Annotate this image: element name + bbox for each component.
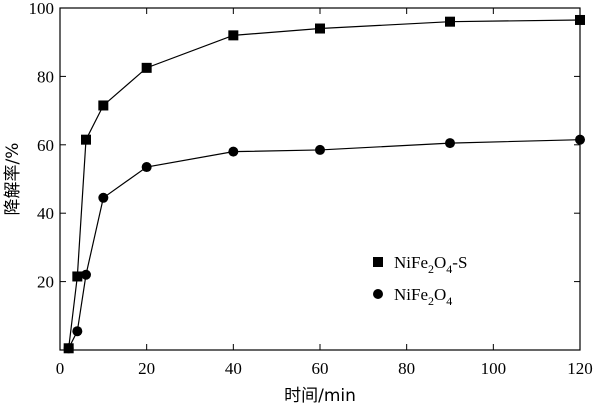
x-tick-label: 100 xyxy=(481,359,507,378)
data-point-circle xyxy=(63,343,74,354)
plot-frame xyxy=(59,7,581,351)
x-tick-label: 40 xyxy=(225,359,242,378)
data-point-circle xyxy=(228,146,239,157)
legend-marker-circle xyxy=(373,289,383,299)
data-point-square xyxy=(228,30,239,41)
y-tick-label: 20 xyxy=(37,273,54,292)
y-tick-label: 80 xyxy=(37,67,54,86)
legend-label: NiFe2O4 xyxy=(394,285,452,308)
data-point-circle xyxy=(315,144,325,155)
data-point-square xyxy=(575,14,585,25)
x-tick-label: 60 xyxy=(312,359,329,378)
data-point-square xyxy=(72,271,83,282)
y-tick-label: 60 xyxy=(37,136,54,155)
series-layer xyxy=(63,14,585,354)
legend-marker-square xyxy=(373,257,383,267)
legend: NiFe2O4-S NiFe2O4 xyxy=(373,253,467,308)
y-tick-label: 40 xyxy=(37,204,54,223)
x-tick-label: 0 xyxy=(56,359,65,378)
data-point-circle xyxy=(81,269,91,280)
data-point-square xyxy=(81,134,91,145)
x-axis-title: 时间/min xyxy=(284,386,356,406)
data-point-circle xyxy=(445,138,455,149)
data-point-square xyxy=(98,100,109,111)
y-axis-title: 降解率/% xyxy=(3,143,23,216)
x-tick-label: 120 xyxy=(567,359,593,378)
data-point-square xyxy=(315,23,325,34)
data-point-circle xyxy=(575,134,585,145)
data-point-circle xyxy=(72,326,83,337)
data-point-circle xyxy=(141,162,152,173)
legend-label: NiFe2O4-S xyxy=(394,253,467,276)
data-point-square xyxy=(141,62,152,73)
axes: 0 20 40 60 80 100 120 20 40 60 80 100 xyxy=(29,0,593,378)
x-tick-label: 80 xyxy=(398,359,415,378)
x-tick-label: 20 xyxy=(138,359,155,378)
data-point-square xyxy=(445,16,455,27)
data-point-circle xyxy=(98,192,109,203)
y-tick-label: 100 xyxy=(29,0,55,18)
